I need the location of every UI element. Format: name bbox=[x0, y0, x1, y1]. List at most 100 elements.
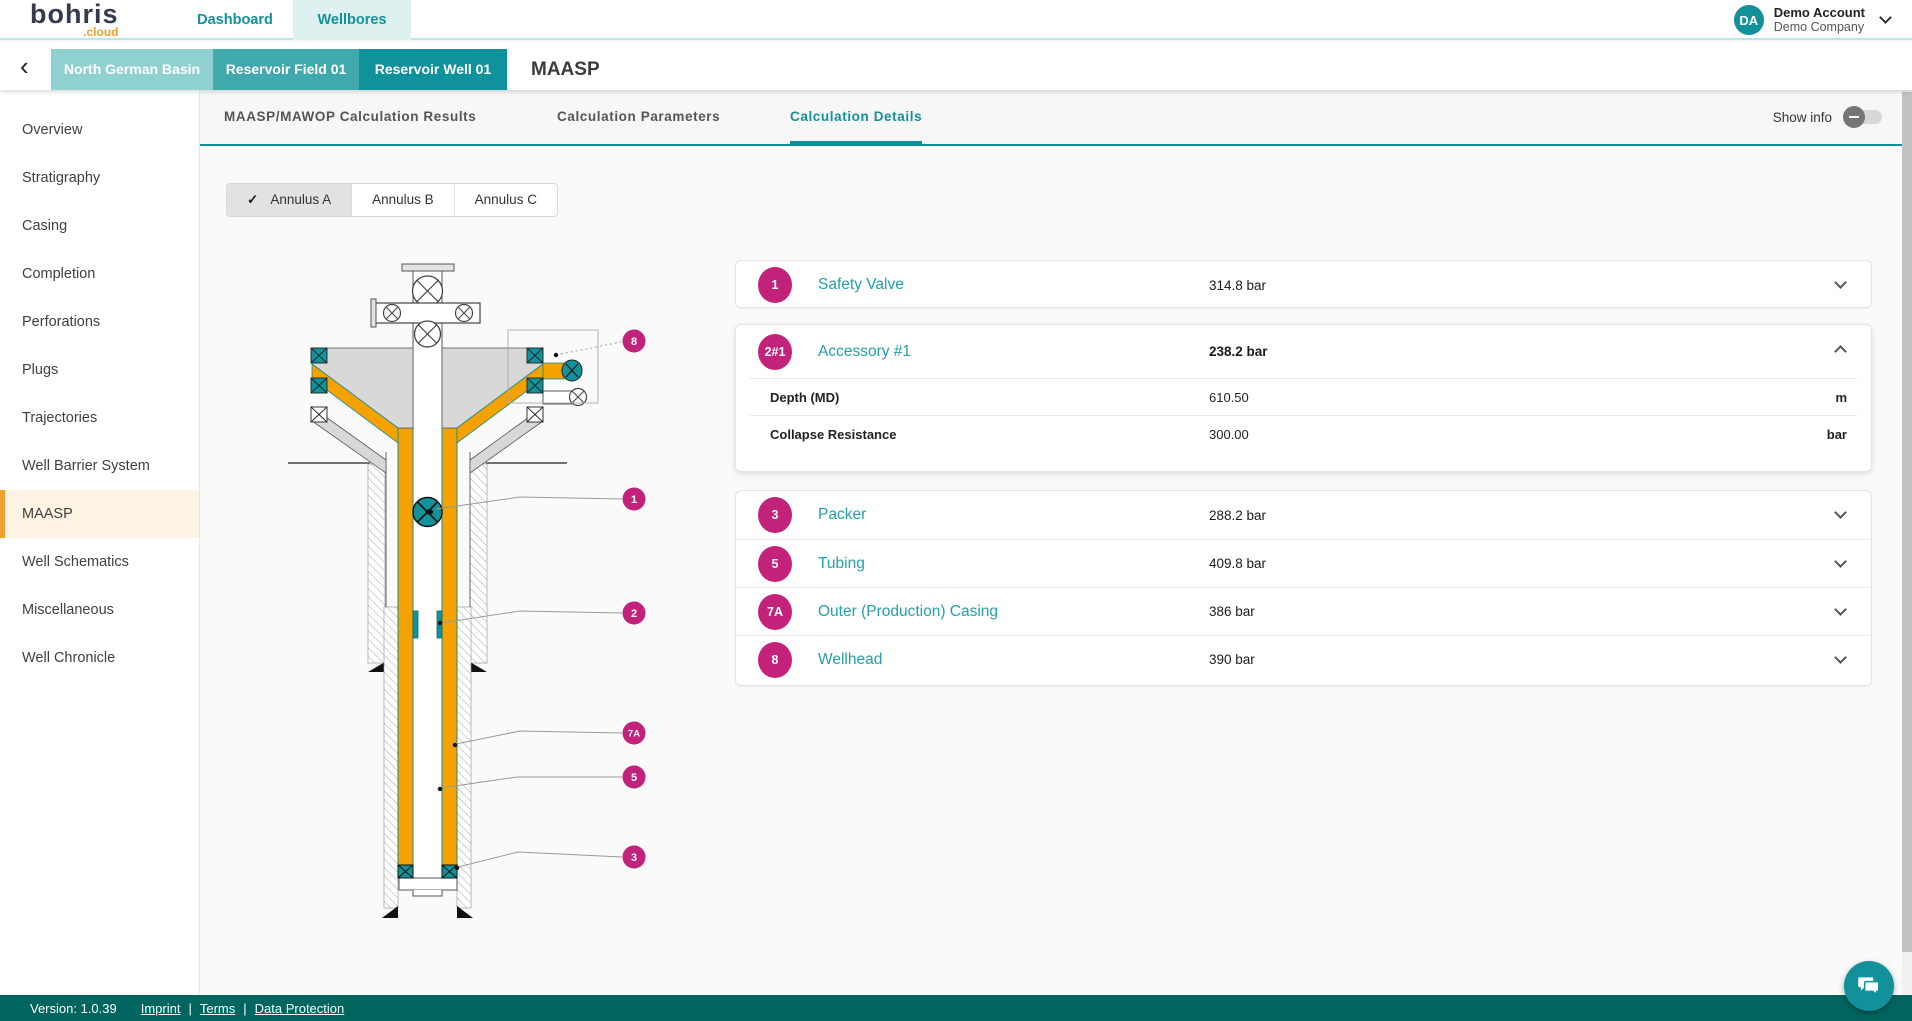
sidebar-item-well-chronicle[interactable]: Well Chronicle bbox=[22, 650, 116, 666]
nav-dashboard[interactable]: Dashboard bbox=[197, 12, 273, 28]
chevron-down-icon[interactable] bbox=[1834, 506, 1847, 519]
breadcrumb-field[interactable]: Reservoir Field 01 bbox=[213, 49, 359, 90]
sidebar-item-maasp[interactable]: MAASP bbox=[0, 490, 199, 538]
components-panel: 1 Safety Valve 314.8 bar 2#1 Accessory #… bbox=[735, 258, 1872, 858]
footer: Version: 1.0.39 Imprint | Terms | Data P… bbox=[0, 995, 1912, 1021]
component-name: Outer (Production) Casing bbox=[818, 602, 999, 620]
data-protection-link[interactable]: Data Protection bbox=[254, 1000, 345, 1016]
show-info-toggle[interactable] bbox=[1843, 106, 1882, 128]
tab-calculation-parameters[interactable]: Calculation Parameters bbox=[557, 109, 721, 124]
sidebar-item-casing[interactable]: Casing bbox=[22, 218, 68, 234]
sidebar-item-completion[interactable]: Completion bbox=[22, 266, 96, 282]
accordion-row-accessory[interactable]: 2#1 Accessory #1 238.2 bar bbox=[736, 325, 1871, 378]
sidebar-item-plugs[interactable]: Plugs bbox=[22, 362, 59, 378]
show-info-control: Show info bbox=[1773, 90, 1882, 144]
account-text: Demo Account Demo Company bbox=[1774, 5, 1865, 35]
well-schematic: 8 1 2 7A 5 3 bbox=[288, 263, 646, 918]
detail-label: Depth (MD) bbox=[770, 389, 840, 405]
sidebar-item-trajectories[interactable]: Trajectories bbox=[22, 410, 98, 426]
component-value: 238.2 bar bbox=[1209, 344, 1268, 359]
show-info-label: Show info bbox=[1772, 109, 1832, 125]
separator: | bbox=[243, 1000, 247, 1016]
avatar: DA bbox=[1733, 5, 1764, 35]
component-name: Packer bbox=[818, 506, 867, 523]
component-value: 288.2 bar bbox=[1209, 507, 1267, 523]
detail-label: Collapse Resistance bbox=[770, 426, 897, 442]
chevron-up-icon[interactable] bbox=[1834, 345, 1847, 358]
schematic-label-7a: 7A bbox=[628, 728, 640, 739]
check-icon: ✓ bbox=[247, 192, 259, 207]
badge-wellhead: 8 bbox=[758, 641, 792, 678]
component-card-accessory: 2#1 Accessory #1 238.2 bar Depth (MD) 61… bbox=[735, 324, 1872, 472]
component-value: 386 bar bbox=[1209, 604, 1255, 619]
sidebar-item-well-schematics[interactable]: Well Schematics bbox=[22, 554, 129, 570]
detail-unit: bar bbox=[1826, 426, 1847, 442]
chevron-down-icon[interactable] bbox=[1834, 651, 1847, 664]
detail-row-collapse-resistance: Collapse Resistance 300.00 bar bbox=[750, 415, 1857, 452]
schematic-label-3: 3 bbox=[631, 852, 637, 864]
accordion-row-tubing[interactable]: 5 Tubing 409.8 bar bbox=[736, 539, 1871, 587]
bohris-logo[interactable]: bohris .cloud bbox=[30, 1, 119, 39]
sidebar-item-stratigraphy[interactable]: Stratigraphy bbox=[22, 170, 101, 186]
chat-icon bbox=[1858, 977, 1880, 997]
separator: | bbox=[188, 1000, 192, 1016]
breadcrumb-basin[interactable]: North German Basin bbox=[51, 49, 213, 90]
accordion-row-packer[interactable]: 3 Packer 288.2 bar bbox=[736, 491, 1871, 539]
component-name: Accessory #1 bbox=[818, 342, 912, 360]
schematic-label-5: 5 bbox=[631, 772, 637, 784]
tab-bar: MAASP/MAWOP Calculation Results Calculat… bbox=[200, 90, 1912, 146]
account-name: Demo Account bbox=[1773, 5, 1865, 20]
account-menu[interactable]: DA Demo Account Demo Company bbox=[1733, 0, 1892, 40]
annulus-c-label: Annulus C bbox=[474, 192, 537, 207]
back-chevron-icon[interactable]: ‹ bbox=[20, 51, 29, 81]
breadcrumb: ‹ North German Basin Reservoir Field 01 … bbox=[0, 42, 1912, 90]
sidebar-item-well-barrier-system[interactable]: Well Barrier System bbox=[22, 458, 150, 474]
detail-row-depth: Depth (MD) 610.50 m bbox=[750, 378, 1857, 415]
top-header: bohris .cloud Dashboard Wellbores DA Dem… bbox=[0, 0, 1912, 40]
component-card-group: 3 Packer 288.2 bar 5 Tubing 409.8 bar 7A… bbox=[735, 490, 1872, 686]
chat-button[interactable] bbox=[1844, 961, 1894, 1011]
accordion-row-outer-casing[interactable]: 7A Outer (Production) Casing 386 bar bbox=[736, 587, 1871, 635]
component-value: 390 bar bbox=[1209, 652, 1255, 667]
scrollbar-thumb[interactable] bbox=[1902, 92, 1912, 952]
component-name: Wellhead bbox=[818, 650, 883, 668]
component-value: 314.8 bar bbox=[1209, 277, 1267, 293]
sidebar-item-perforations[interactable]: Perforations bbox=[22, 314, 101, 330]
accordion-row-safety-valve[interactable]: 1 Safety Valve 314.8 bar bbox=[736, 261, 1871, 309]
toggle-knob-icon bbox=[1843, 106, 1865, 128]
page-title: MAASP bbox=[531, 59, 600, 80]
breadcrumb-well[interactable]: Reservoir Well 01 bbox=[359, 49, 507, 90]
badge-accessory: 2#1 bbox=[758, 333, 792, 370]
accordion-row-wellhead[interactable]: 8 Wellhead 390 bar bbox=[736, 635, 1871, 683]
chevron-down-icon[interactable] bbox=[1834, 555, 1847, 568]
annulus-a-label: Annulus A bbox=[270, 192, 332, 207]
sidebar: Overview Stratigraphy Casing Completion … bbox=[0, 90, 200, 995]
sidebar-item-overview[interactable]: Overview bbox=[22, 122, 83, 138]
component-value: 409.8 bar bbox=[1209, 556, 1267, 571]
scrollbar-track bbox=[1902, 90, 1912, 995]
schematic-label-1: 1 bbox=[631, 494, 637, 506]
annulus-b-label: Annulus B bbox=[372, 192, 434, 207]
version-label: Version: 1.0.39 bbox=[30, 1000, 117, 1016]
badge-tubing: 5 bbox=[758, 545, 792, 582]
badge-packer: 3 bbox=[758, 497, 792, 533]
component-name: Tubing bbox=[818, 554, 865, 572]
account-company: Demo Company bbox=[1773, 20, 1865, 34]
imprint-link[interactable]: Imprint bbox=[140, 1000, 181, 1016]
sidebar-item-miscellaneous[interactable]: Miscellaneous bbox=[22, 602, 114, 618]
annulus-c-button[interactable]: Annulus C bbox=[455, 184, 557, 216]
terms-link[interactable]: Terms bbox=[199, 1000, 236, 1016]
nav-wellbores[interactable]: Wellbores bbox=[293, 0, 411, 40]
tab-calculation-details[interactable]: Calculation Details bbox=[790, 90, 923, 144]
tab-calculation-results[interactable]: MAASP/MAWOP Calculation Results bbox=[224, 109, 477, 124]
chevron-down-icon[interactable] bbox=[1834, 603, 1847, 616]
badge-outer-casing: 7A bbox=[758, 593, 792, 630]
badge-safety-valve: 1 bbox=[758, 267, 792, 303]
schematic-label-2: 2 bbox=[631, 608, 637, 620]
chevron-down-icon[interactable] bbox=[1834, 276, 1847, 289]
annulus-b-button[interactable]: Annulus B bbox=[352, 184, 455, 216]
schematic-label-8: 8 bbox=[631, 336, 637, 348]
annulus-a-button[interactable]: ✓ Annulus A bbox=[227, 184, 353, 216]
detail-value: 300.00 bbox=[1209, 426, 1249, 442]
